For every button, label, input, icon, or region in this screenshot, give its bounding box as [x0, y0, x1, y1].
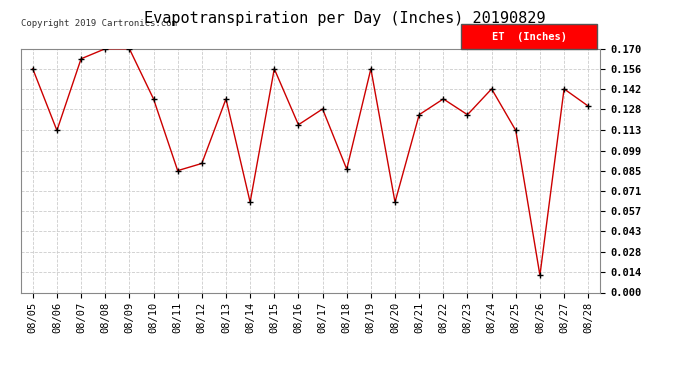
Text: Evapotranspiration per Day (Inches) 20190829: Evapotranspiration per Day (Inches) 2019…: [144, 11, 546, 26]
FancyBboxPatch shape: [461, 24, 598, 49]
Text: Copyright 2019 Cartronics.com: Copyright 2019 Cartronics.com: [21, 20, 177, 28]
Text: ET  (Inches): ET (Inches): [492, 32, 566, 42]
